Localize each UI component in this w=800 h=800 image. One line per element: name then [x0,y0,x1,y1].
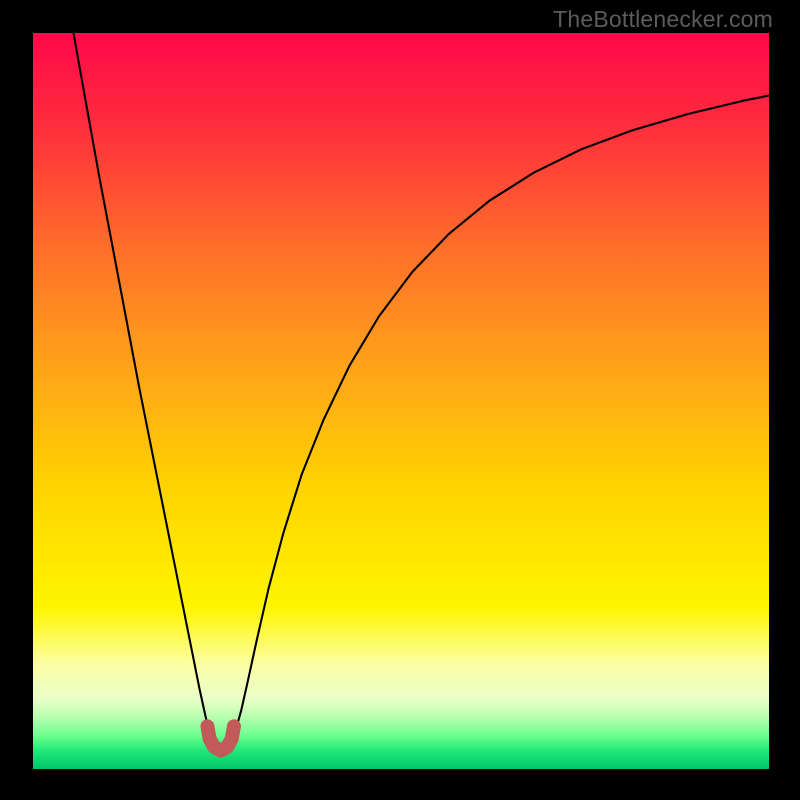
figure-root: TheBottlenecker.com [0,0,800,800]
curve-layer [33,33,769,769]
bottleneck-curve [73,33,769,747]
trough-marker [207,726,234,750]
plot-area [33,33,769,769]
watermark-text: TheBottlenecker.com [553,6,773,33]
